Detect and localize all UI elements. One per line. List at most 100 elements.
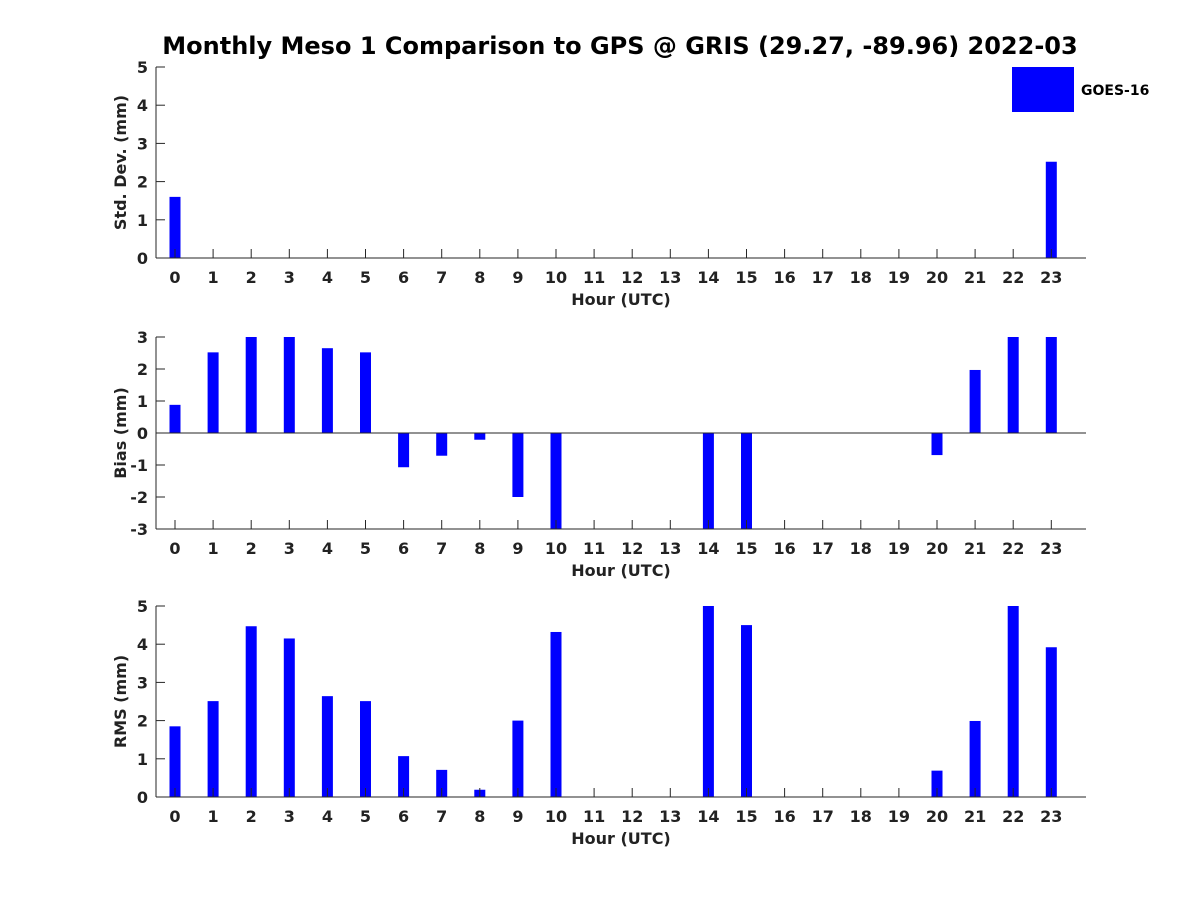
rms-y-tick-label: 1	[137, 750, 148, 769]
rms-bar	[436, 769, 448, 797]
bias-x-tick-label: 8	[474, 539, 485, 558]
bias-bar	[474, 433, 486, 440]
bias-y-tick-label: 1	[137, 392, 148, 411]
rms-bar	[1007, 606, 1019, 797]
rms-y-tick-label: 5	[137, 597, 148, 616]
rms-x-tick-label: 5	[360, 807, 371, 826]
rms-x-tick-label: 15	[735, 807, 757, 826]
rms-y-axis-label: RMS (mm)	[111, 655, 130, 748]
rms-bar	[398, 756, 410, 797]
bias-x-tick-label: 9	[512, 539, 523, 558]
bias-x-tick-label: 15	[735, 539, 757, 558]
bias-x-tick-label: 13	[659, 539, 681, 558]
bias-x-tick-label: 12	[621, 539, 643, 558]
bias-x-tick-label: 19	[888, 539, 910, 558]
std-dev-y-tick-label: 0	[137, 249, 148, 268]
bias-bar	[969, 369, 981, 433]
bias-bar	[1045, 337, 1057, 433]
rms-x-tick-label: 14	[697, 807, 719, 826]
bias-x-tick-label: 14	[697, 539, 719, 558]
std-dev-y-tick-label: 1	[137, 211, 148, 230]
rms-x-tick-label: 8	[474, 807, 485, 826]
std-dev-x-tick-label: 23	[1040, 268, 1062, 287]
rms-x-tick-label: 18	[850, 807, 872, 826]
bias-y-tick-label: 0	[137, 424, 148, 443]
std-dev-x-tick-label: 14	[697, 268, 719, 287]
std-dev-x-tick-label: 2	[246, 268, 257, 287]
rms-x-tick-label: 17	[812, 807, 834, 826]
rms-bar	[1045, 647, 1057, 797]
rms-x-tick-label: 7	[436, 807, 447, 826]
rms-panel: 0 1 2 3 4 5 6 7 8 9 10 11 12 13 14 15 16 17 18 19 20 21 22 2301…	[111, 597, 1086, 848]
rms-bar	[283, 638, 295, 797]
std-dev-x-tick-label: 0	[169, 268, 180, 287]
std-dev-x-tick-label: 22	[1002, 268, 1024, 287]
std-dev-x-tick-label: 9	[512, 268, 523, 287]
std-dev-y-axis-label: Std. Dev. (mm)	[111, 95, 130, 230]
rms-bar	[169, 726, 181, 797]
std-dev-x-tick-label: 21	[964, 268, 986, 287]
std-dev-x-tick-label: 7	[436, 268, 447, 287]
bias-bar	[245, 337, 257, 433]
bias-x-tick-label: 10	[545, 539, 567, 558]
rms-x-tick-label: 9	[512, 807, 523, 826]
rms-x-tick-label: 11	[583, 807, 605, 826]
bias-y-axis-label: Bias (mm)	[111, 387, 130, 479]
rms-x-tick-label: 12	[621, 807, 643, 826]
bias-x-tick-label: 20	[926, 539, 948, 558]
std-dev-x-tick-label: 17	[812, 268, 834, 287]
bias-x-tick-label: 18	[850, 539, 872, 558]
rms-x-tick-label: 22	[1002, 807, 1024, 826]
bias-x-tick-label: 21	[964, 539, 986, 558]
std-dev-y-tick-label: 3	[137, 134, 148, 153]
rms-bar	[321, 696, 333, 797]
bias-bar	[169, 404, 181, 433]
std-dev-x-tick-label: 12	[621, 268, 643, 287]
bias-x-tick-label: 7	[436, 539, 447, 558]
legend-swatch	[1012, 67, 1074, 112]
std-dev-bar	[1045, 161, 1057, 258]
rms-bar	[702, 606, 714, 797]
std-dev-bar	[169, 196, 181, 258]
bias-y-tick-label: -3	[130, 520, 148, 539]
bias-y-tick-label: 2	[137, 360, 148, 379]
bias-bar	[1007, 337, 1019, 433]
rms-x-tick-label: 13	[659, 807, 681, 826]
std-dev-y-tick-label: 2	[137, 173, 148, 192]
bias-bar	[512, 433, 524, 497]
rms-x-axis-label: Hour (UTC)	[571, 829, 671, 848]
bias-bar	[398, 433, 410, 468]
bias-bar	[741, 433, 752, 529]
bias-bar	[702, 433, 714, 529]
rms-bar	[741, 625, 752, 797]
bias-x-tick-label: 22	[1002, 539, 1024, 558]
std-dev-x-tick-label: 8	[474, 268, 485, 287]
bias-bar	[321, 348, 333, 433]
bias-bar	[931, 433, 943, 456]
bias-bar	[360, 352, 371, 433]
rms-bar	[512, 720, 524, 797]
std-dev-x-tick-label: 10	[545, 268, 567, 287]
std-dev-x-tick-label: 4	[322, 268, 333, 287]
rms-bar	[931, 770, 943, 797]
bias-bar	[207, 352, 219, 433]
std-dev-panel: 0 1 2 3 4 5 6 7 8 9 10 11 12 13 14 15 16 17 18 19 20 21 22 2301…	[111, 58, 1086, 309]
rms-x-tick-label: 23	[1040, 807, 1062, 826]
bias-y-tick-label: -1	[130, 456, 148, 475]
std-dev-x-axis-label: Hour (UTC)	[571, 290, 671, 309]
bias-x-tick-label: 0	[169, 539, 180, 558]
rms-x-tick-label: 0	[169, 807, 180, 826]
rms-x-tick-label: 19	[888, 807, 910, 826]
rms-bar	[207, 701, 219, 797]
bias-x-tick-label: 4	[322, 539, 333, 558]
bias-x-tick-label: 11	[583, 539, 605, 558]
std-dev-x-tick-label: 6	[398, 268, 409, 287]
std-dev-y-tick-label: 5	[137, 58, 148, 77]
std-dev-x-tick-label: 11	[583, 268, 605, 287]
rms-bar	[360, 701, 371, 797]
bias-bar	[283, 337, 295, 433]
std-dev-x-tick-label: 18	[850, 268, 872, 287]
std-dev-x-tick-label: 5	[360, 268, 371, 287]
std-dev-y-tick-label: 4	[137, 96, 148, 115]
bias-bar	[550, 433, 562, 529]
